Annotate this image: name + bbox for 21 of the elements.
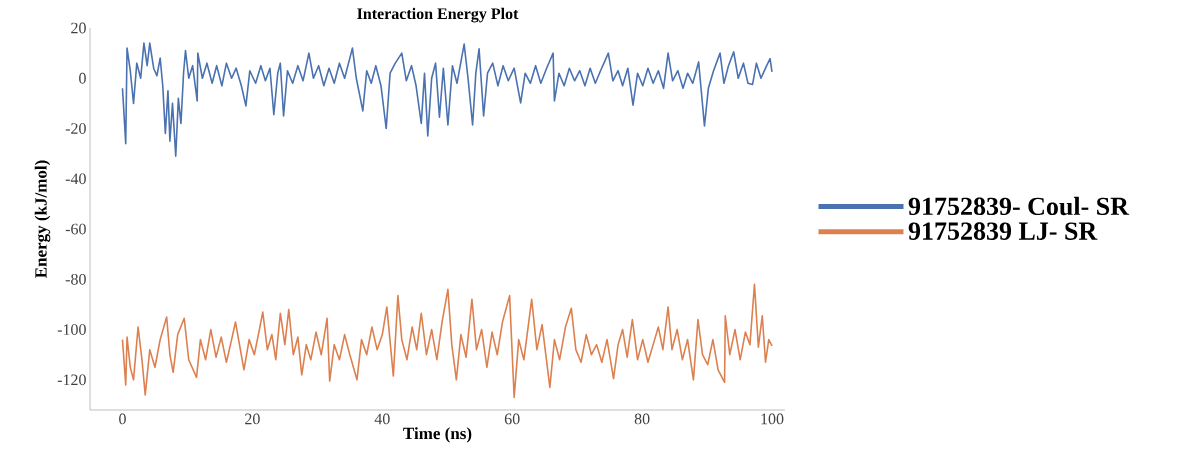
y-tick-label: 20 bbox=[71, 22, 86, 34]
legend-label: 91752839- Coul- SR bbox=[908, 196, 1130, 216]
y-tick-label: -40 bbox=[65, 173, 86, 185]
chart-title: Interaction Energy Plot bbox=[357, 7, 519, 23]
x-tick-label: 40 bbox=[374, 413, 390, 425]
x-tick-label: 100 bbox=[761, 413, 784, 425]
y-tick-label: -100 bbox=[57, 324, 86, 335]
y-tick-label: -120 bbox=[57, 374, 86, 386]
y-axis-title: Energy (kJ/mol) bbox=[34, 160, 51, 278]
x-tick-label: 80 bbox=[634, 413, 650, 425]
line-series bbox=[121, 42, 773, 157]
y-tick-label: -80 bbox=[65, 273, 86, 285]
x-tick-label: 0 bbox=[119, 413, 126, 425]
y-tick-label: 0 bbox=[79, 72, 86, 84]
x-tick-label: 20 bbox=[245, 413, 260, 425]
line-series bbox=[121, 283, 773, 399]
y-tick-label: -20 bbox=[65, 123, 86, 134]
x-axis-title: Time (ns) bbox=[403, 427, 472, 443]
x-tick-label: 60 bbox=[504, 413, 520, 425]
legend-label: 91752839 LJ- SR bbox=[908, 222, 1098, 240]
y-tick-label: -60 bbox=[65, 223, 86, 235]
